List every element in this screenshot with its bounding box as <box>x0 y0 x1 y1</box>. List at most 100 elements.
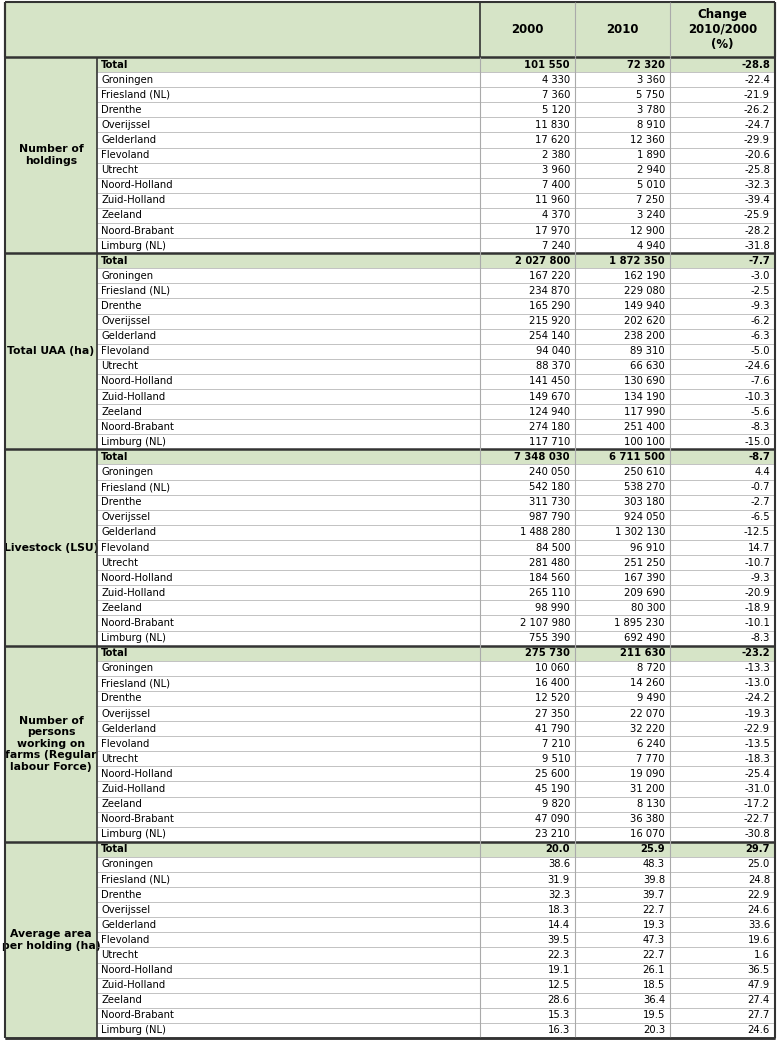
Bar <box>97 314 480 329</box>
Bar <box>480 193 575 208</box>
Text: 755 390: 755 390 <box>529 633 570 643</box>
Text: -30.8: -30.8 <box>744 830 770 839</box>
Text: -23.2: -23.2 <box>741 648 770 658</box>
Bar <box>670 585 775 601</box>
Text: 48.3: 48.3 <box>643 860 665 869</box>
Text: 987 790: 987 790 <box>529 512 570 522</box>
Bar <box>97 132 480 148</box>
Text: 22.3: 22.3 <box>548 950 570 960</box>
Text: 7 348 030: 7 348 030 <box>515 452 570 462</box>
Text: Overijssel: Overijssel <box>101 709 150 718</box>
Text: -3.0: -3.0 <box>750 271 770 280</box>
Text: 4.4: 4.4 <box>754 467 770 477</box>
Text: 4 940: 4 940 <box>636 240 665 251</box>
Text: 5 750: 5 750 <box>636 89 665 100</box>
Text: 202 620: 202 620 <box>624 316 665 327</box>
Text: Drenthe: Drenthe <box>101 889 141 900</box>
Text: 22.7: 22.7 <box>643 950 665 960</box>
Bar <box>480 102 575 118</box>
Text: Gelderland: Gelderland <box>101 723 156 734</box>
Text: 12 360: 12 360 <box>630 135 665 145</box>
Text: Total: Total <box>101 648 129 658</box>
Bar <box>97 812 480 826</box>
Text: -21.9: -21.9 <box>744 89 770 100</box>
Text: -26.2: -26.2 <box>744 105 770 114</box>
Text: 2010: 2010 <box>606 23 639 36</box>
Bar <box>670 269 775 284</box>
Text: 47 090: 47 090 <box>535 814 570 824</box>
Text: -6.2: -6.2 <box>750 316 770 327</box>
Text: Friesland (NL): Friesland (NL) <box>101 875 170 884</box>
Bar <box>670 660 775 676</box>
Text: 14.7: 14.7 <box>748 543 770 552</box>
Bar <box>97 390 480 404</box>
Text: -20.6: -20.6 <box>744 150 770 160</box>
Bar <box>670 419 775 435</box>
Bar <box>97 751 480 766</box>
Text: -17.2: -17.2 <box>744 799 770 810</box>
Text: -19.3: -19.3 <box>744 709 770 718</box>
Text: 26.1: 26.1 <box>643 965 665 975</box>
Text: 924 050: 924 050 <box>624 512 665 522</box>
Bar <box>97 570 480 585</box>
Text: 184 560: 184 560 <box>529 572 570 583</box>
Text: 11 830: 11 830 <box>535 120 570 130</box>
Text: 27 350: 27 350 <box>535 709 570 718</box>
Bar <box>480 842 575 857</box>
Bar <box>670 359 775 374</box>
Text: Noord-Brabant: Noord-Brabant <box>101 422 174 432</box>
Bar <box>97 721 480 736</box>
Bar <box>575 630 670 646</box>
Text: 211 630: 211 630 <box>619 648 665 658</box>
Text: 39.8: 39.8 <box>643 875 665 884</box>
Text: 19.5: 19.5 <box>643 1010 665 1021</box>
Bar <box>480 57 575 72</box>
Bar <box>480 766 575 781</box>
Text: 542 180: 542 180 <box>529 482 570 492</box>
Text: Gelderland: Gelderland <box>101 135 156 145</box>
Text: 311 730: 311 730 <box>529 498 570 507</box>
Bar <box>575 374 670 390</box>
Bar <box>670 1023 775 1038</box>
Bar <box>670 238 775 253</box>
Text: Noord-Brabant: Noord-Brabant <box>101 226 174 235</box>
Text: 10 060: 10 060 <box>535 664 570 673</box>
Bar <box>480 963 575 978</box>
Bar <box>670 812 775 826</box>
Bar <box>480 1008 575 1023</box>
Text: -15.0: -15.0 <box>744 437 770 447</box>
Bar <box>670 963 775 978</box>
Bar <box>575 676 670 691</box>
Bar <box>97 464 480 480</box>
Bar <box>670 947 775 963</box>
Text: 149 670: 149 670 <box>529 392 570 401</box>
Text: 32 220: 32 220 <box>630 723 665 734</box>
Text: 96 910: 96 910 <box>630 543 665 552</box>
Bar <box>480 177 575 193</box>
Bar <box>97 766 480 781</box>
Text: Friesland (NL): Friesland (NL) <box>101 678 170 689</box>
Text: Total UAA (ha): Total UAA (ha) <box>8 346 94 356</box>
Text: Drenthe: Drenthe <box>101 301 141 311</box>
Bar <box>97 404 480 419</box>
Bar <box>670 797 775 812</box>
Text: 14 260: 14 260 <box>630 678 665 689</box>
Text: 209 690: 209 690 <box>624 588 665 597</box>
Bar <box>575 148 670 163</box>
Text: 19 090: 19 090 <box>630 769 665 779</box>
Bar <box>97 193 480 208</box>
Bar <box>670 314 775 329</box>
Bar <box>97 932 480 947</box>
Bar <box>575 660 670 676</box>
Text: 8 720: 8 720 <box>636 664 665 673</box>
Text: Total: Total <box>101 452 129 462</box>
Bar <box>575 978 670 992</box>
Text: 12 900: 12 900 <box>630 226 665 235</box>
Bar <box>480 329 575 343</box>
Bar <box>480 721 575 736</box>
Bar <box>670 826 775 842</box>
Bar <box>575 177 670 193</box>
Bar <box>575 781 670 797</box>
Bar <box>480 223 575 238</box>
Text: -29.9: -29.9 <box>744 135 770 145</box>
